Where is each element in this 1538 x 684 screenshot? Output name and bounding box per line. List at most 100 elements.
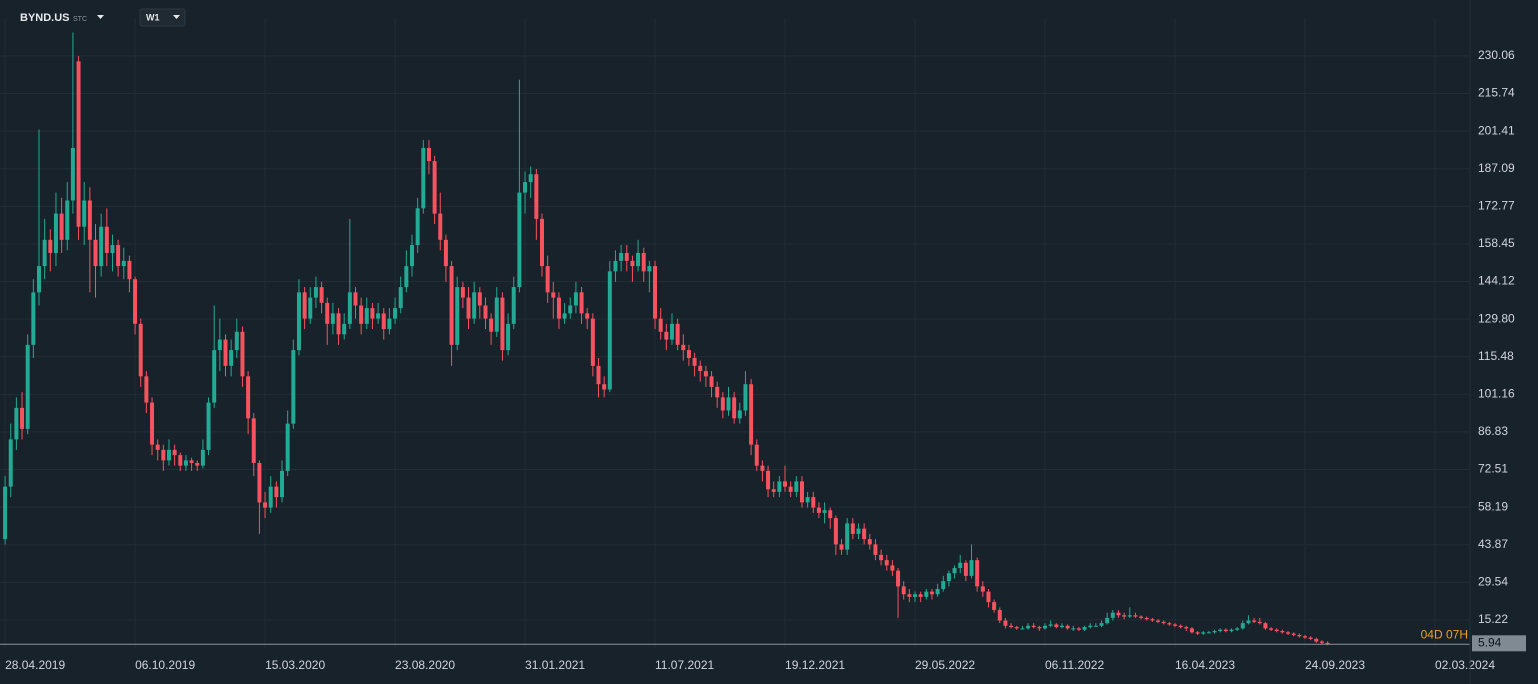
candle-body (664, 331, 669, 340)
candle-body (1082, 627, 1087, 630)
candle-body (630, 260, 635, 267)
candle-body (104, 226, 109, 253)
candle-body (274, 486, 279, 498)
candle-body (325, 302, 330, 324)
candle-body (1048, 624, 1053, 626)
timeframe-box[interactable] (139, 8, 186, 27)
candle-body (1184, 627, 1189, 629)
candle-body (240, 331, 245, 377)
candle-body (952, 568, 957, 574)
candle-body (641, 252, 646, 272)
candle-body (206, 402, 211, 450)
candle-body (1026, 625, 1031, 629)
candle-body (506, 323, 511, 351)
toolbar: BYND.US STC W1 (20, 8, 186, 27)
candle-body (585, 313, 590, 319)
candle-body (681, 344, 686, 351)
candle-body (443, 239, 448, 267)
candle-body (500, 297, 505, 351)
candle-body (1291, 633, 1296, 635)
candle-body (14, 407, 19, 440)
candle-body (342, 323, 347, 335)
candle-body (161, 449, 166, 461)
candle-body (703, 371, 708, 377)
timeframe-dropdown[interactable] (173, 15, 180, 19)
candle-body (70, 147, 75, 201)
candle-body (1031, 625, 1036, 628)
candle-body (308, 297, 313, 319)
candle-body (528, 174, 533, 183)
candle-body (884, 560, 889, 566)
candle-body (1229, 629, 1234, 632)
candle-body (53, 213, 58, 253)
candle-body (845, 523, 850, 550)
candle-body (1172, 624, 1177, 626)
candle-body (455, 287, 460, 345)
candle-body (1269, 628, 1274, 630)
candle-body (393, 308, 398, 319)
candle-body (494, 297, 499, 332)
candle-body (794, 481, 799, 492)
symbol: BYND.US (20, 12, 70, 24)
candle-body (48, 239, 53, 253)
candle-body (1161, 621, 1166, 624)
x-tick-label: 24.09.2023 (1305, 658, 1365, 672)
y-tick-label: 201.41 (1478, 123, 1515, 137)
candle-body (1195, 632, 1200, 634)
candle-body (1246, 620, 1251, 624)
candle-body (980, 586, 985, 592)
candle-body (36, 266, 41, 293)
x-tick-label: 29.05.2022 (915, 658, 975, 672)
candle-body (387, 318, 392, 330)
candle-body (364, 308, 369, 324)
y-tick-label: 187.09 (1478, 161, 1515, 175)
candle-body (879, 554, 884, 561)
y-tick-label: 15.22 (1478, 612, 1508, 626)
candle-body (291, 350, 296, 424)
candle-body (8, 439, 13, 487)
x-tick-label: 31.01.2021 (525, 658, 585, 672)
candle-body (229, 350, 234, 366)
candle-body (760, 465, 765, 471)
candle-body (212, 350, 217, 403)
candle-body (76, 61, 81, 227)
candle-body (1110, 612, 1115, 618)
candle-body (783, 481, 788, 487)
timeframe[interactable]: W1 (146, 12, 160, 22)
candle-body (534, 174, 539, 219)
candle-body (1325, 642, 1330, 645)
candle-body (1009, 625, 1014, 628)
y-tick-label: 29.54 (1478, 575, 1508, 589)
candle-body (1122, 615, 1127, 617)
candle-body (1280, 631, 1285, 633)
symbol-dropdown[interactable] (97, 15, 104, 19)
candle-body (150, 402, 155, 445)
candle-body (602, 384, 607, 390)
candle-body (116, 245, 121, 267)
candle-body (788, 486, 793, 492)
candle-body (257, 462, 262, 503)
candle-body (1212, 631, 1217, 633)
candle-body (195, 462, 200, 466)
x-tick-label: 11.07.2021 (655, 658, 714, 672)
candle-body (771, 489, 776, 492)
candle-body (87, 200, 92, 240)
x-tick-label: 23.08.2020 (395, 658, 455, 672)
candle-body (1093, 625, 1098, 627)
candle-body (1116, 612, 1121, 616)
candle-body (432, 161, 437, 214)
candle-body (302, 292, 307, 319)
candle-body (986, 591, 991, 603)
x-tick-label: 19.12.2021 (785, 658, 845, 672)
candle-body (1206, 632, 1211, 634)
candle-body (31, 292, 36, 345)
candle-body (1127, 615, 1132, 617)
candle-body (483, 305, 488, 319)
y-tick-label: 230.06 (1478, 48, 1515, 62)
candle-body (472, 292, 477, 319)
candle-body (698, 365, 703, 372)
candle-body (562, 313, 567, 319)
candle-body (489, 318, 494, 332)
candle-body (466, 297, 471, 319)
